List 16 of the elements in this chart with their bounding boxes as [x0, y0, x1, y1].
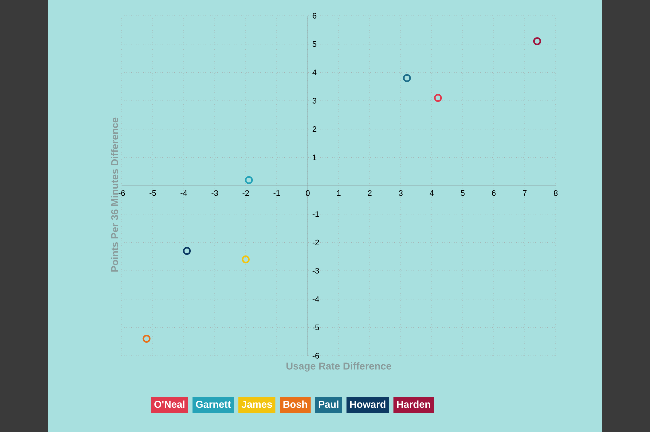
text: Howard	[350, 400, 386, 408]
text: Bosh	[284, 400, 308, 408]
text: James	[242, 401, 272, 408]
point	[403, 74, 412, 82]
point	[245, 176, 254, 184]
text: O'Neal	[154, 400, 185, 408]
point	[142, 335, 151, 343]
text: Paul	[318, 400, 339, 408]
point	[242, 256, 250, 264]
point	[434, 94, 442, 102]
text: Harden	[397, 400, 430, 408]
y-axis-title: Points Per 36 Minutes Difference	[111, 118, 118, 272]
point	[183, 247, 192, 256]
x-axis-title: Usage Rate Difference	[286, 362, 392, 372]
point	[533, 38, 542, 46]
text: Garnett	[196, 401, 232, 408]
